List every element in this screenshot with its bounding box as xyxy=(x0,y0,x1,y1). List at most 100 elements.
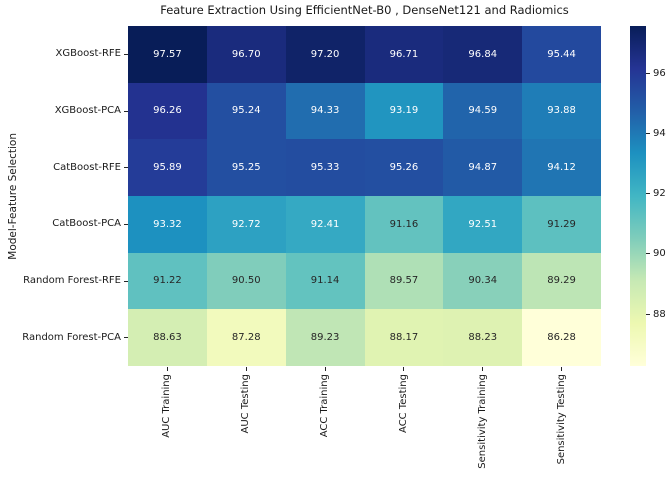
colorbar-tick-label: 90 xyxy=(653,248,666,260)
tick-mark xyxy=(646,133,650,134)
tick-mark xyxy=(646,193,650,195)
cell-value: 92.41 xyxy=(310,218,340,230)
col-label-text: Sensitivity Testing xyxy=(555,374,567,465)
heatmap-cell: 86.28 xyxy=(522,309,601,366)
tick-mark xyxy=(482,367,484,371)
cell-value: 90.50 xyxy=(231,275,261,287)
col-label: AUC Testing xyxy=(239,374,253,433)
heatmap-cell: 93.32 xyxy=(128,196,207,253)
cell-value: 88.63 xyxy=(153,332,182,344)
row-label: Random Forest-RFE xyxy=(23,275,121,286)
heatmap-cell: 94.59 xyxy=(443,82,523,140)
cell-value: 95.33 xyxy=(310,162,340,174)
cell-value: 93.88 xyxy=(547,105,576,117)
tick-mark xyxy=(123,280,128,282)
heatmap-cell: 92.72 xyxy=(206,196,286,253)
tick-mark xyxy=(123,223,128,225)
cell-value: 96.26 xyxy=(153,105,182,117)
heatmap-cell: 95.33 xyxy=(285,139,365,196)
tick-mark xyxy=(123,167,128,169)
heatmap-cell: 95.24 xyxy=(206,82,286,140)
col-label-text: AUC Testing xyxy=(240,374,252,434)
tick-mark xyxy=(123,53,128,55)
heatmap-cell: 94.87 xyxy=(443,139,523,196)
tick-mark xyxy=(646,253,650,255)
heatmap-cell: 88.23 xyxy=(443,309,523,366)
tick-mark xyxy=(324,367,326,371)
heatmap-cell: 88.63 xyxy=(128,309,207,366)
heatmap-cell: 96.70 xyxy=(206,26,286,83)
cell-value: 91.22 xyxy=(153,275,182,287)
colorbar-tick-label: 88 xyxy=(653,308,666,320)
heatmap-cell: 91.29 xyxy=(522,196,601,253)
heatmap-cell: 96.84 xyxy=(443,26,523,83)
cell-value: 94.12 xyxy=(547,162,576,174)
chart-title: Feature Extraction Using EfficientNet-B0… xyxy=(160,3,569,17)
heatmap-cell: 92.51 xyxy=(443,196,523,253)
row-label: XGBoost-RFE xyxy=(55,48,121,60)
heatmap-cell: 89.29 xyxy=(522,252,601,310)
cell-value: 95.44 xyxy=(547,48,576,60)
heatmap-cell: 88.17 xyxy=(364,309,444,366)
heatmap-cell: 92.41 xyxy=(285,196,365,253)
colorbar-tick-label: 96 xyxy=(653,67,666,79)
tick-mark xyxy=(123,110,128,112)
col-label: AUC Training xyxy=(160,374,174,438)
heatmap-cell: 97.20 xyxy=(285,26,365,83)
cell-value: 89.57 xyxy=(389,275,419,287)
heatmap-cell: 95.89 xyxy=(128,139,207,196)
tick-mark xyxy=(403,367,405,371)
col-label-text: ACC Training xyxy=(319,374,331,438)
cell-value: 97.57 xyxy=(153,48,182,60)
heatmap-cell: 89.23 xyxy=(285,309,365,366)
tick-mark xyxy=(646,313,650,315)
heatmap-cell: 87.28 xyxy=(206,309,286,366)
colorbar xyxy=(630,26,646,366)
cell-value: 91.29 xyxy=(547,218,576,230)
colorbar-tick-label: 92 xyxy=(653,188,666,200)
tick-mark xyxy=(123,337,128,339)
heatmap-cell: 95.25 xyxy=(206,139,286,196)
heatmap-cell: 90.34 xyxy=(443,252,523,310)
y-axis-label-container: Model-Feature Selection xyxy=(5,26,21,366)
cell-value: 93.19 xyxy=(389,105,419,117)
tick-mark xyxy=(646,72,650,74)
heatmap-cell: 93.88 xyxy=(522,82,601,140)
row-label: CatBoost-PCA xyxy=(52,218,121,230)
cell-value: 95.24 xyxy=(231,105,261,117)
row-label: XGBoost-PCA xyxy=(54,105,121,116)
cell-value: 93.32 xyxy=(153,218,182,230)
row-label: CatBoost-RFE xyxy=(53,161,121,173)
col-label: ACC Testing xyxy=(397,374,411,433)
heatmap-cell: 91.22 xyxy=(128,252,207,310)
tick-mark xyxy=(245,367,247,371)
cell-value: 91.16 xyxy=(389,218,419,230)
cell-value: 87.28 xyxy=(231,332,261,344)
cell-value: 96.84 xyxy=(468,48,498,60)
cell-value: 89.23 xyxy=(310,332,340,344)
col-label-text: Sensitivity Training xyxy=(476,374,488,469)
heatmap-cell: 90.50 xyxy=(206,252,286,310)
cell-value: 88.17 xyxy=(389,332,419,344)
heatmap-cell: 96.71 xyxy=(364,26,444,83)
cell-value: 95.25 xyxy=(231,162,261,174)
heatmap-cell: 95.44 xyxy=(522,26,601,83)
heatmap-cell: 97.57 xyxy=(128,26,207,83)
cell-value: 91.14 xyxy=(310,275,340,287)
cell-value: 94.59 xyxy=(468,105,498,117)
cell-value: 95.26 xyxy=(389,162,419,174)
y-axis-label: Model-Feature Selection xyxy=(7,132,19,260)
cell-value: 96.70 xyxy=(231,48,261,60)
cell-value: 95.89 xyxy=(153,162,182,174)
cell-value: 97.20 xyxy=(310,48,340,60)
cell-value: 96.71 xyxy=(389,48,419,60)
row-label: Random Forest-PCA xyxy=(22,331,121,343)
col-label: Sensitivity Training xyxy=(476,374,490,469)
tick-mark xyxy=(561,367,563,371)
heatmap-cell: 94.33 xyxy=(285,82,365,140)
cell-value: 94.33 xyxy=(310,105,340,117)
cell-value: 86.28 xyxy=(547,332,576,344)
tick-mark xyxy=(166,367,168,371)
heatmap-cell: 96.26 xyxy=(128,82,207,140)
